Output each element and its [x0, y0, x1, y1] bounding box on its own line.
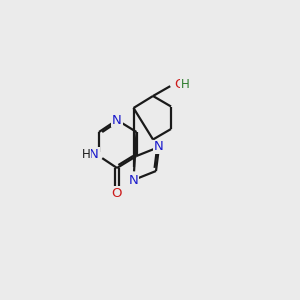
Text: H: H: [82, 148, 91, 161]
Text: H: H: [181, 77, 189, 91]
Text: O: O: [174, 77, 184, 91]
Text: N: N: [154, 140, 164, 154]
Text: N: N: [89, 148, 99, 161]
Text: N: N: [129, 173, 138, 187]
Text: N: N: [112, 113, 122, 127]
Text: O: O: [112, 187, 122, 200]
